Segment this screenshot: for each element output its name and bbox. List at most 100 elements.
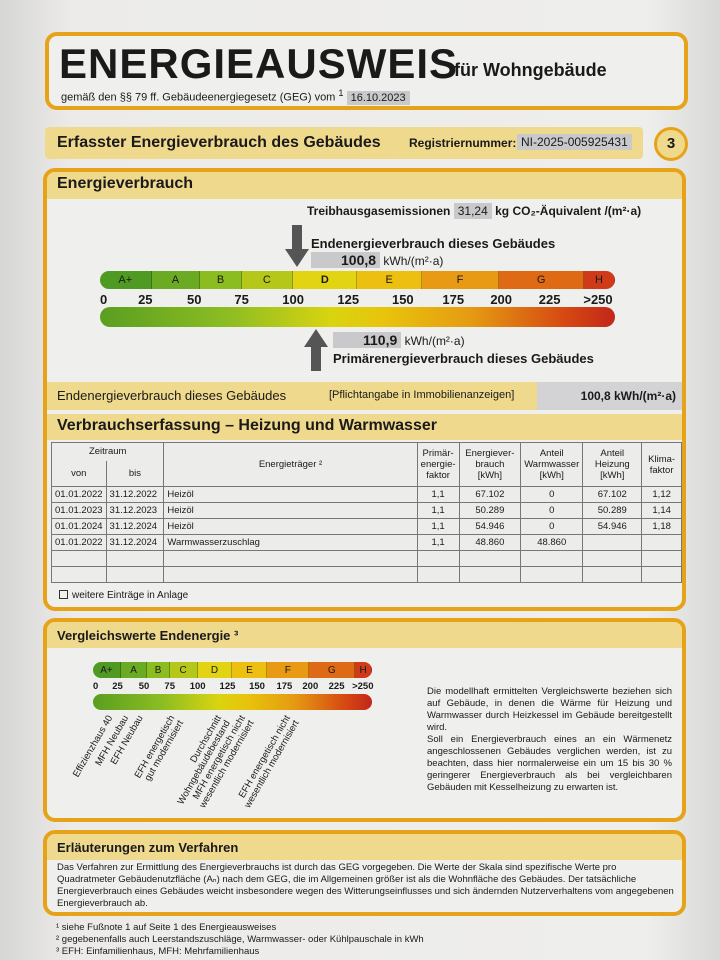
end-row-value: 100,8 kWh/(m²·a) — [537, 382, 682, 410]
end-energy-arrow-icon — [285, 225, 309, 267]
col-use: Energiever-brauch [kWh] — [458, 442, 522, 487]
col-to: bis — [105, 460, 165, 487]
primary-energy-arrow-icon — [304, 329, 328, 371]
energy-box: Energieverbrauch Treibhausgasemissionen … — [43, 168, 686, 611]
class-D: D — [293, 271, 358, 289]
explanation-text: Das Verfahren zur Ermittlung des Energie… — [57, 862, 674, 909]
scale-ticks: 0 25 50 75 100 125 150 175 200 225 >250 — [100, 292, 615, 308]
col-from: von — [51, 460, 107, 487]
document-subtitle: für Wohngebäude — [454, 60, 607, 80]
more-entries: weitere Einträge in Anlage — [59, 590, 188, 601]
table-cell — [105, 566, 165, 583]
consumption-table: Zeitraum Energieträger ² Primär-energie-… — [50, 442, 682, 583]
tick-label: 75 — [164, 681, 176, 692]
table-cell — [458, 566, 522, 583]
col-pef: Primär-energie-faktor — [416, 442, 460, 487]
class-A: A — [151, 271, 201, 289]
tick-label: 150 — [249, 681, 265, 692]
col-period: Zeitraum — [50, 442, 165, 461]
tick-label: 100 — [282, 292, 304, 307]
table-cell: 31.12.2023 — [105, 502, 165, 519]
primary-value-row: 110,9 kWh/(m²·a) — [333, 332, 465, 348]
col-clima: Klima-faktor — [641, 442, 682, 487]
table-cell — [416, 566, 460, 583]
table-cell: 01.01.2024 — [51, 518, 107, 535]
primary-energy-value: 110,9 — [333, 332, 402, 348]
footnote-1: ¹ siehe Fußnote 1 auf Seite 1 des Energi… — [56, 922, 277, 933]
table-cell — [416, 550, 460, 567]
class-Aplus: A+ — [93, 662, 121, 678]
tick-label: 225 — [538, 292, 561, 307]
end-energy-row: Endenergieverbrauch dieses Gebäudes [Pfl… — [47, 382, 682, 410]
table-cell: 01.01.2023 — [51, 502, 107, 519]
tick-label: 0 — [93, 681, 99, 692]
class-F: F — [421, 271, 500, 289]
table-cell — [641, 534, 682, 551]
class-H: H — [584, 271, 615, 289]
table-cell — [582, 550, 643, 567]
ghg-value: 31,24 — [453, 203, 492, 219]
table-cell: 1,14 — [641, 502, 682, 519]
table-cell — [582, 566, 643, 583]
tick-label: 200 — [490, 292, 513, 307]
table-cell: 31.12.2024 — [105, 518, 165, 535]
class-G: G — [499, 271, 585, 289]
table-cell: 1,1 — [416, 518, 460, 535]
table-cell: 31.12.2022 — [105, 486, 165, 503]
table-cell: 50.289 — [458, 502, 522, 519]
consumption-title: Verbrauchserfassung – Heizung und Warmwa… — [47, 414, 682, 440]
table-cell: 1,1 — [416, 486, 460, 503]
class-E: E — [357, 271, 422, 289]
tick-label: 125 — [219, 681, 236, 692]
tick-label: >250 — [352, 681, 374, 692]
gradient-bar — [100, 307, 615, 327]
table-cell: Heizöl — [163, 502, 418, 519]
class-G: G — [309, 662, 356, 678]
more-entries-checkbox[interactable] — [59, 590, 68, 599]
tick-label: 175 — [442, 292, 465, 307]
table-cell: Warmwasserzuschlag — [163, 534, 418, 551]
table-cell: 67.102 — [458, 486, 522, 503]
table-cell — [520, 566, 584, 583]
explanation-title: Erläuterungen zum Verfahren — [47, 834, 682, 860]
tick-label: 25 — [112, 681, 123, 692]
table-cell: 54.946 — [458, 518, 522, 535]
tick-label: 50 — [138, 681, 150, 692]
end-row-label: Endenergieverbrauch dieses Gebäudes — [57, 388, 287, 403]
table-cell: 01.01.2022 — [51, 534, 107, 551]
col-heat: Anteil Heizung [kWh] — [582, 442, 643, 487]
table-cell: 54.946 — [582, 518, 643, 535]
efficiency-class-scale: A+ A B C D E F G H — [100, 271, 615, 289]
table-cell: 67.102 — [582, 486, 643, 503]
col-carrier: Energieträger ² — [163, 442, 418, 487]
class-C: C — [241, 271, 294, 289]
legal-text: gemäß den §§ 79 ff. Gebäudeenergiegesetz… — [61, 91, 336, 104]
table-row: 01.01.2022 31.12.2022 Heizöl 1,1 67.102 0 67.1… — [51, 486, 682, 503]
table-cell: 1,18 — [641, 518, 682, 535]
legal-basis: gemäß den §§ 79 ff. Gebäudeenergiegesetz… — [61, 88, 410, 105]
end-energy-value: 100,8 — [311, 252, 381, 268]
table-cell: 1,12 — [641, 486, 682, 503]
table-cell: 50.289 — [582, 502, 643, 519]
table-cell — [163, 566, 418, 583]
energy-title: Energieverbrauch — [47, 172, 682, 199]
end-energy-label: Endenergieverbrauch dieses Gebäudes — [311, 236, 556, 251]
tick-label: 25 — [138, 292, 153, 307]
table-cell — [51, 550, 107, 567]
class-D: D — [197, 662, 233, 678]
table-cell — [582, 534, 643, 551]
col-ww: Anteil Warmwasser [kWh] — [520, 442, 584, 487]
table-cell: 48.860 — [520, 534, 584, 551]
comparison-gradient-bar — [93, 694, 372, 710]
table-cell — [163, 550, 418, 567]
class-E: E — [232, 662, 268, 678]
registration-label: Registriernummer: — [409, 136, 517, 150]
comparison-ticks: 0 25 50 75 100 125 150 175 200 225 >250 — [93, 681, 374, 695]
table-row: 01.01.2023 31.12.2023 Heizöl 1,1 50.289 0 50.2… — [51, 502, 682, 519]
class-B: B — [147, 662, 170, 678]
class-Aplus: A+ — [100, 271, 152, 289]
primary-energy-unit: kWh/(m²·a) — [404, 334, 465, 348]
end-row-note: [Pflichtangabe in Immobilienanzeigen] — [329, 389, 515, 401]
tick-label: 125 — [337, 292, 360, 307]
